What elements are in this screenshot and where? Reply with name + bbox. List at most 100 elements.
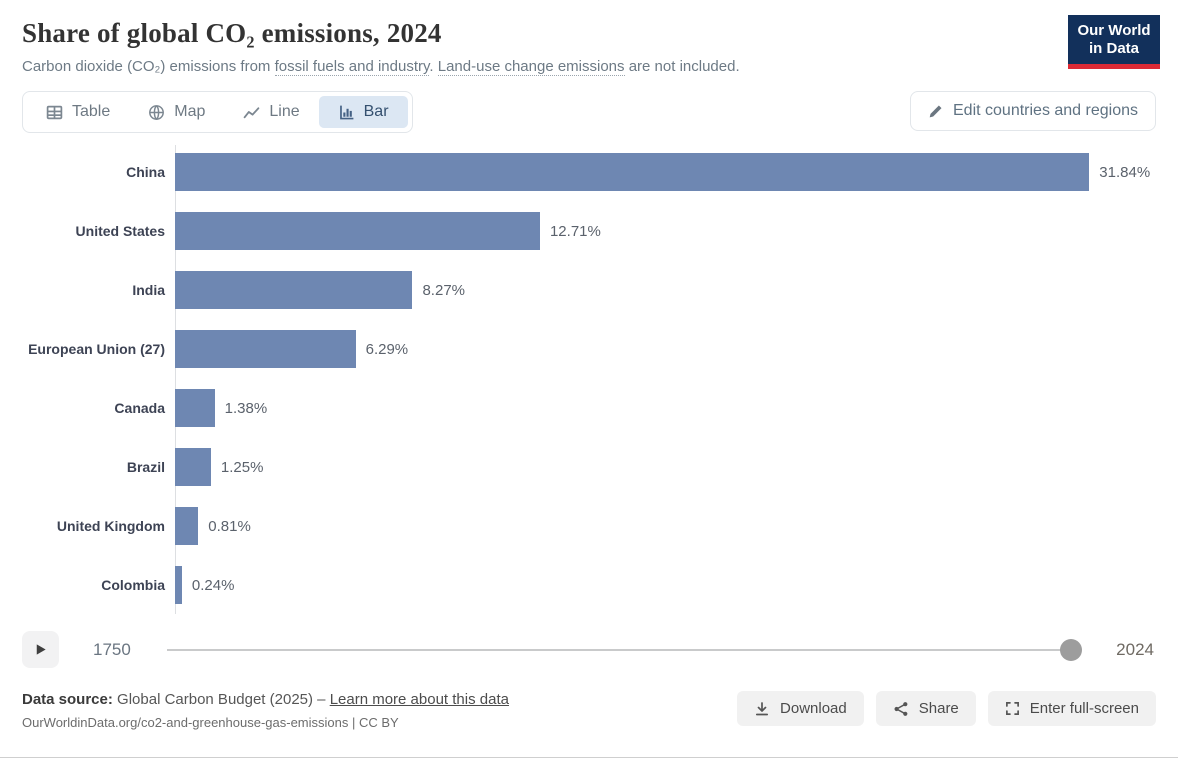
bar-label-cell: Colombia: [22, 577, 175, 593]
timeline-slider[interactable]: [166, 631, 1083, 668]
line-chart-icon: [244, 106, 260, 118]
subtitle-text: .: [429, 58, 438, 75]
bar-row: Brazil 1.25%: [22, 448, 1156, 486]
bar-plot: 1.25%: [175, 448, 1156, 486]
timeline-start-year: 1750: [93, 639, 131, 659]
chart-title: Share of global CO₂ emissions, 2024: [22, 18, 442, 48]
bar-row: United Kingdom 0.81%: [22, 507, 1156, 545]
bar-label: India: [132, 282, 165, 298]
bar-plot: 0.81%: [175, 507, 1156, 545]
bar-row: India 8.27%: [22, 271, 1156, 309]
bar-label-cell: China: [22, 164, 175, 180]
bar[interactable]: [175, 566, 182, 604]
tab-label: Table: [72, 103, 111, 120]
bar-label-cell: European Union (27): [22, 341, 175, 357]
bar-label-cell: Canada: [22, 400, 175, 416]
share-icon: [894, 701, 908, 716]
bar-label-cell: United Kingdom: [22, 518, 175, 534]
bar-chart-icon: [339, 105, 354, 119]
bar[interactable]: [175, 507, 199, 545]
bar-label: China: [126, 164, 165, 180]
bar-plot: 8.27%: [175, 271, 1156, 309]
download-button[interactable]: Download: [737, 691, 864, 726]
learn-more-link[interactable]: Learn more about this data: [329, 691, 509, 708]
view-tabs: Table Map Line Bar: [22, 91, 413, 133]
bar-chart: China 31.84% United States 12.71% India 8.27%…: [22, 145, 1156, 614]
bar-plot: 1.38%: [175, 389, 1156, 427]
play-icon: [36, 644, 46, 655]
bar-plot: 31.84%: [175, 153, 1156, 191]
attribution-line: OurWorldinData.org/co2-and-greenhouse-ga…: [22, 715, 399, 730]
bar-label: Colombia: [101, 577, 165, 593]
pencil-icon: [929, 105, 942, 117]
bar-value-label: 1.38%: [224, 399, 268, 417]
bar-value-label: 12.71%: [549, 222, 601, 240]
bar[interactable]: [175, 212, 540, 250]
bar-label: Canada: [114, 400, 165, 416]
timeline: 1750 2024: [22, 631, 1156, 668]
edit-countries-button[interactable]: Edit countries and regions: [910, 91, 1156, 131]
chart-footer: Data source: Global Carbon Budget (2025)…: [22, 691, 1156, 730]
subtitle-link-fossil-fuels[interactable]: fossil fuels and industry: [274, 58, 430, 76]
bar-label-cell: Brazil: [22, 459, 175, 475]
controls-row: Table Map Line Bar Edit countries and re…: [22, 91, 1156, 133]
bar-label: Brazil: [126, 459, 165, 475]
source-block: Data source: Global Carbon Budget (2025)…: [22, 691, 509, 730]
owid-logo[interactable]: Our World in Data: [1068, 15, 1160, 69]
bar-value-label: 8.27%: [422, 281, 466, 299]
download-icon: [755, 701, 769, 715]
bar-value-label: 0.24%: [191, 576, 235, 594]
bar-value-label: 0.81%: [208, 517, 251, 535]
bar[interactable]: [175, 448, 211, 486]
tab-label: Map: [174, 103, 206, 120]
bar-label-cell: India: [22, 282, 175, 298]
subtitle-link-land-use[interactable]: Land-use change emissions: [437, 58, 625, 76]
download-label: Download: [780, 700, 847, 717]
bar-plot: 0.24%: [175, 566, 1156, 604]
bar-row: European Union (27) 6.29%: [22, 330, 1156, 368]
chart-subtitle: Carbon dioxide (CO₂) emissions from foss…: [22, 58, 1156, 76]
bar-value-label: 1.25%: [220, 458, 264, 476]
owid-logo-redbar: [1068, 64, 1160, 69]
timeline-handle[interactable]: [1060, 638, 1083, 661]
data-source-label: Data source:: [22, 691, 113, 708]
bar[interactable]: [175, 153, 1090, 191]
play-button[interactable]: [22, 631, 59, 668]
tab-line[interactable]: Line: [224, 96, 318, 128]
bar-label: United States: [75, 223, 165, 239]
bar-plot: 12.71%: [175, 212, 1156, 250]
share-label: Share: [918, 700, 959, 717]
share-button[interactable]: Share: [875, 691, 976, 726]
tab-table[interactable]: Table: [27, 96, 129, 128]
bar[interactable]: [175, 271, 413, 309]
bar-value-label: 6.29%: [365, 340, 409, 358]
tab-map[interactable]: Map: [129, 96, 224, 128]
bar[interactable]: [175, 330, 356, 368]
timeline-track[interactable]: [166, 648, 1075, 651]
bar[interactable]: [175, 389, 215, 427]
bar-row: Canada 1.38%: [22, 389, 1156, 427]
subtitle-text: are not included.: [624, 58, 740, 75]
data-source-line: Data source: Global Carbon Budget (2025)…: [22, 691, 509, 708]
y-axis-line: [175, 145, 176, 614]
tab-label: Line: [269, 103, 300, 120]
fullscreen-button[interactable]: Enter full-screen: [987, 691, 1156, 726]
owid-logo-text: Our World in Data: [1068, 15, 1160, 64]
bar-chart-rows: China 31.84% United States 12.71% India 8.27%…: [22, 153, 1156, 604]
bar-label-cell: United States: [22, 223, 175, 239]
bar-row: United States 12.71%: [22, 212, 1156, 250]
footer-buttons: Download Share Enter full-screen: [737, 691, 1156, 726]
tab-bar[interactable]: Bar: [318, 96, 408, 128]
edit-countries-label: Edit countries and regions: [953, 102, 1138, 119]
bar-row: Colombia 0.24%: [22, 566, 1156, 604]
bar-row: China 31.84%: [22, 153, 1156, 191]
bar-label: European Union (27): [28, 341, 165, 357]
data-source-text: Global Carbon Budget (2025) –: [112, 691, 330, 708]
bar-label: United Kingdom: [56, 518, 165, 534]
subtitle-text: Carbon dioxide (CO₂) emissions from: [22, 58, 275, 75]
tab-label: Bar: [363, 103, 389, 120]
fullscreen-label: Enter full-screen: [1029, 700, 1139, 717]
table-icon: [46, 105, 63, 119]
bar-plot: 6.29%: [175, 330, 1156, 368]
